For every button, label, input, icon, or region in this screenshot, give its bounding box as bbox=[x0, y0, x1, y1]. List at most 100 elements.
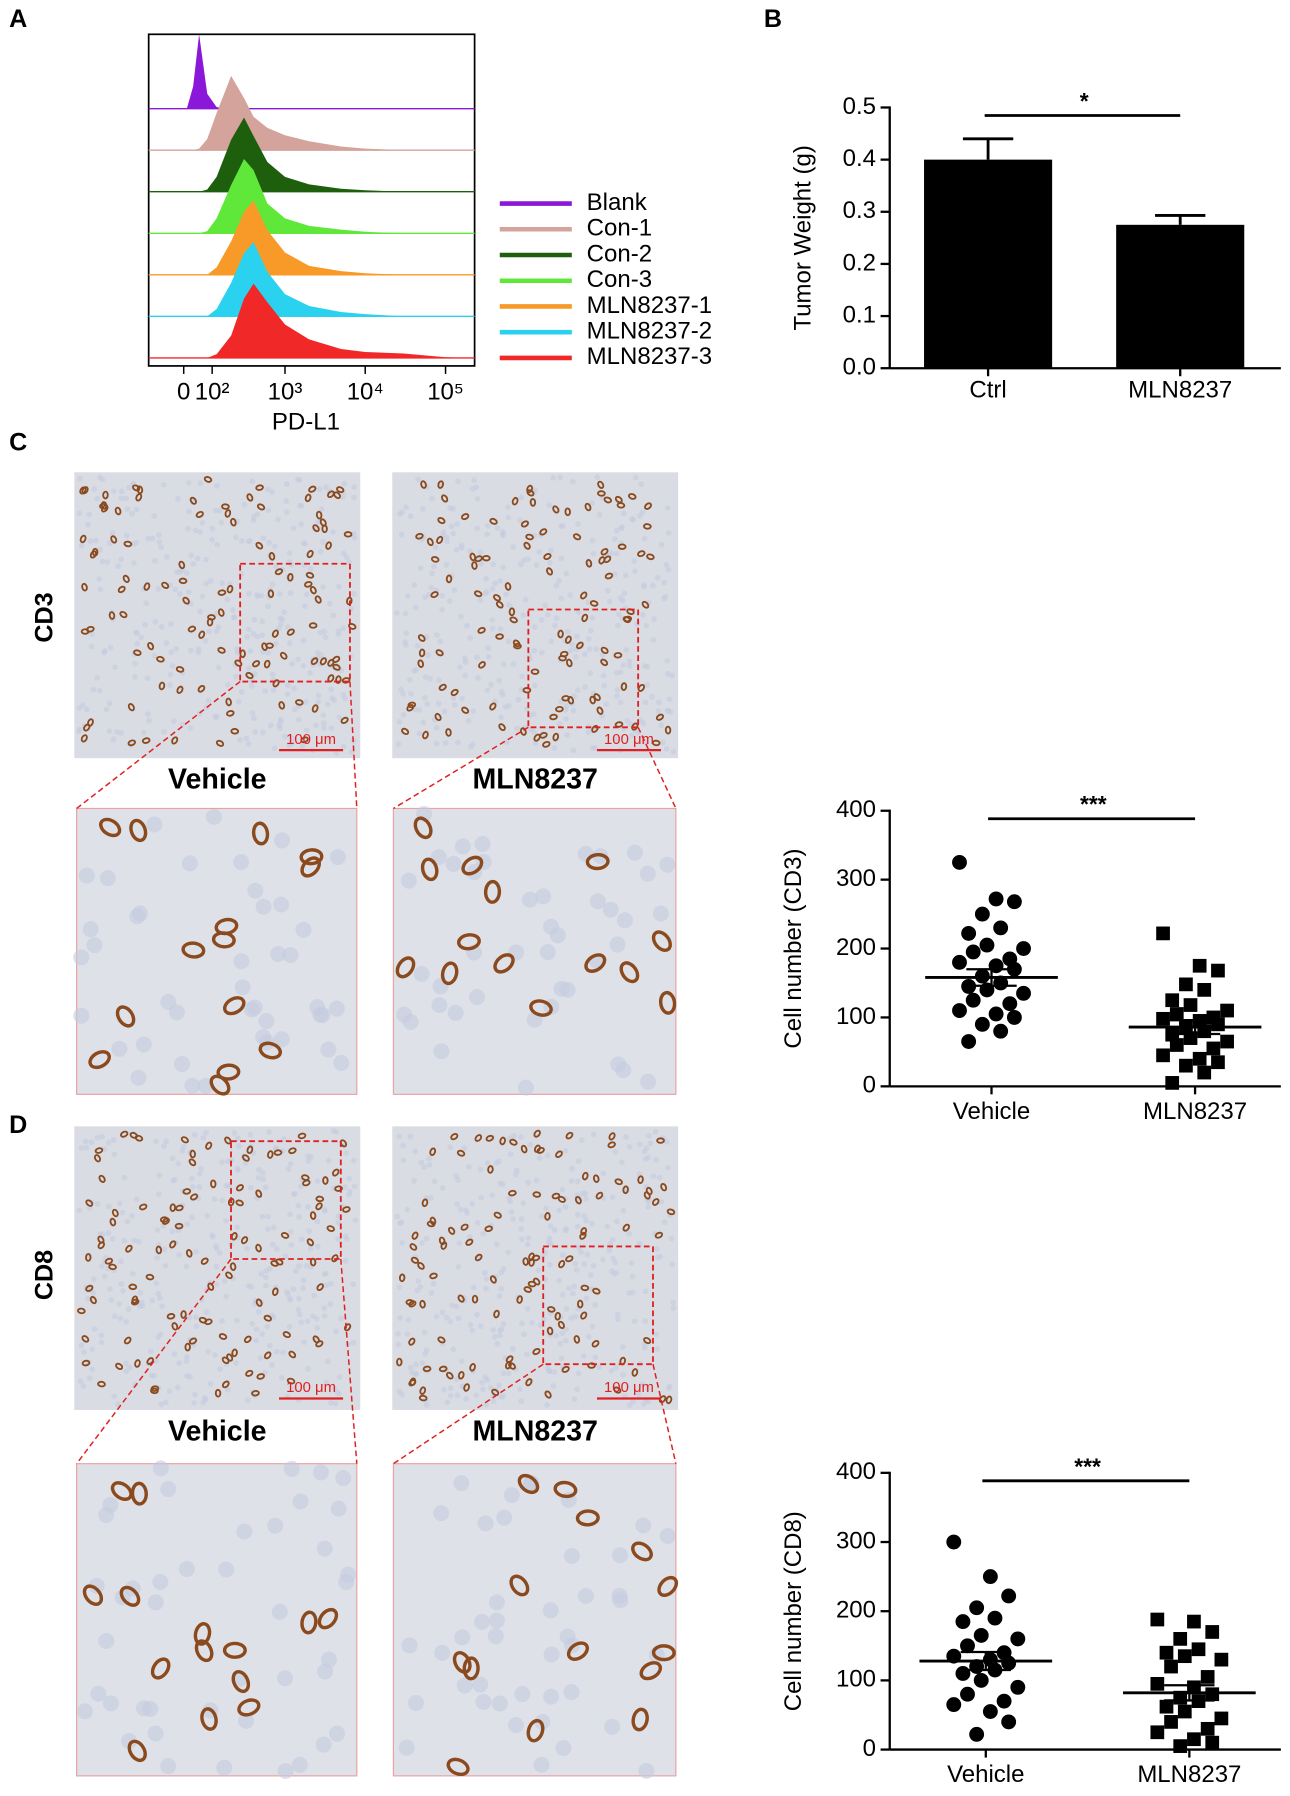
stained-cell bbox=[227, 1197, 235, 1207]
nucleus bbox=[466, 1163, 472, 1170]
nucleus bbox=[212, 1352, 218, 1358]
stained-cell bbox=[225, 697, 232, 707]
stained-cell bbox=[245, 672, 254, 680]
nucleus bbox=[665, 670, 671, 677]
nucleus bbox=[341, 480, 348, 487]
nucleus bbox=[265, 1213, 271, 1220]
data-point bbox=[1211, 963, 1225, 978]
x-tick-label: 10² bbox=[195, 379, 230, 406]
nucleus bbox=[194, 555, 201, 562]
nucleus bbox=[258, 1270, 264, 1277]
stained-cell bbox=[147, 641, 155, 651]
stained-cell bbox=[420, 857, 439, 882]
nucleus bbox=[300, 1285, 307, 1292]
nucleus bbox=[546, 1368, 553, 1374]
nucleus bbox=[305, 1365, 311, 1372]
stained-cell bbox=[511, 496, 519, 506]
nucleus bbox=[283, 1460, 300, 1477]
nucleus bbox=[204, 1213, 210, 1219]
stained-cell bbox=[461, 855, 484, 876]
nucleus bbox=[572, 1260, 579, 1267]
stained-cell bbox=[189, 496, 197, 505]
stained-cell bbox=[310, 657, 319, 666]
nucleus bbox=[455, 478, 462, 485]
stained-cell bbox=[187, 625, 197, 633]
nucleus bbox=[654, 1346, 660, 1352]
nucleus bbox=[314, 1218, 321, 1225]
nucleus bbox=[644, 682, 651, 688]
nucleus bbox=[270, 1224, 277, 1231]
nucleus bbox=[320, 1041, 337, 1058]
nucleus bbox=[433, 740, 440, 747]
nucleus bbox=[414, 1287, 421, 1294]
stained-cell bbox=[117, 585, 126, 594]
nucleus bbox=[94, 675, 100, 681]
nucleus bbox=[601, 682, 608, 689]
nucleus bbox=[467, 635, 473, 641]
nucleus bbox=[209, 525, 216, 532]
stained-cell bbox=[591, 1340, 600, 1348]
stained-cell bbox=[592, 1174, 600, 1183]
nucleus bbox=[500, 661, 507, 668]
nucleus bbox=[542, 602, 548, 609]
y-axis-label: Tumor Weight (g) bbox=[789, 145, 816, 330]
stained-cell bbox=[422, 730, 429, 740]
stained-cell bbox=[146, 1357, 154, 1365]
stained-cell bbox=[114, 506, 122, 516]
nucleus bbox=[295, 656, 301, 663]
nucleus bbox=[522, 596, 529, 603]
nucleus bbox=[234, 1317, 240, 1324]
nucleus bbox=[294, 476, 301, 483]
nucleus bbox=[484, 687, 491, 694]
nucleus bbox=[200, 1399, 207, 1406]
nucleus bbox=[348, 605, 354, 612]
nucleus bbox=[88, 1577, 105, 1594]
nucleus bbox=[137, 1303, 143, 1310]
nucleus bbox=[162, 1263, 169, 1269]
nucleus bbox=[531, 624, 538, 630]
nucleus bbox=[562, 1204, 569, 1210]
stained-cell bbox=[438, 1365, 448, 1373]
nucleus bbox=[419, 1240, 425, 1246]
legend-label: MLN8237-2 bbox=[587, 318, 712, 345]
nucleus bbox=[424, 701, 431, 707]
nucleus bbox=[491, 1695, 508, 1712]
significance-label: *** bbox=[1080, 791, 1107, 817]
nucleus bbox=[291, 685, 297, 692]
stained-cell bbox=[614, 1178, 623, 1186]
nucleus bbox=[473, 484, 479, 491]
nucleus bbox=[234, 646, 240, 652]
nucleus bbox=[246, 590, 252, 597]
stained-cell bbox=[421, 1198, 429, 1208]
nucleus bbox=[213, 483, 220, 489]
nucleus bbox=[664, 505, 671, 511]
nucleus bbox=[571, 1396, 578, 1403]
stained-cell bbox=[456, 933, 481, 951]
nucleus bbox=[559, 1330, 566, 1337]
stained-cell bbox=[129, 1131, 138, 1139]
stained-cell bbox=[99, 817, 122, 838]
data-point bbox=[1200, 1670, 1215, 1684]
nucleus bbox=[89, 1366, 96, 1373]
stained-cell bbox=[340, 716, 349, 724]
nucleus bbox=[510, 661, 517, 668]
stained-cell bbox=[182, 596, 190, 605]
nucleus bbox=[236, 1143, 242, 1149]
nucleus bbox=[163, 1138, 170, 1145]
nucleus bbox=[235, 1135, 241, 1142]
nucleus bbox=[116, 1301, 122, 1307]
stained-cell bbox=[523, 1286, 533, 1293]
legend-label: Blank bbox=[587, 189, 648, 216]
nucleus bbox=[80, 702, 86, 709]
stained-cell bbox=[450, 1133, 459, 1141]
nucleus bbox=[640, 611, 646, 618]
nucleus bbox=[404, 1206, 411, 1213]
stained-cell bbox=[306, 549, 314, 559]
stained-cell bbox=[539, 528, 548, 536]
nucleus bbox=[475, 1693, 492, 1710]
nucleus bbox=[123, 1318, 129, 1325]
nucleus bbox=[641, 1148, 648, 1155]
nucleus bbox=[121, 1733, 138, 1750]
nucleus bbox=[89, 631, 95, 637]
nucleus bbox=[342, 1258, 349, 1264]
